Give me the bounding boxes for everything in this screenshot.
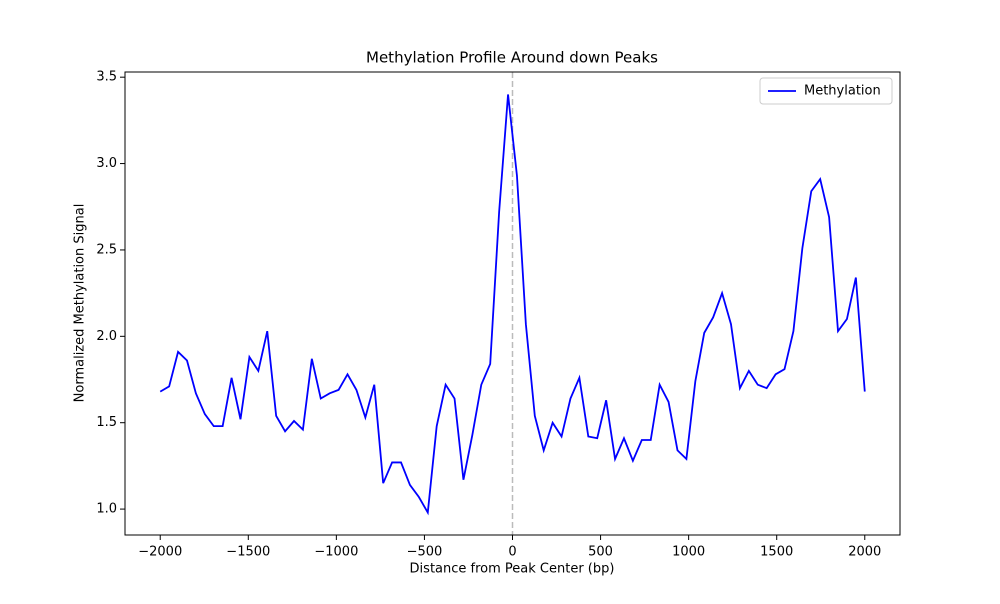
- y-tick-label: 3.0: [96, 156, 117, 171]
- y-tick-label: 2.0: [96, 329, 117, 344]
- legend-label: Methylation: [804, 84, 881, 99]
- chart-title: Methylation Profile Around down Peaks: [366, 49, 658, 67]
- y-tick-label: 1.5: [96, 415, 117, 430]
- y-tick-label: 3.5: [96, 70, 117, 85]
- x-axis-label: Distance from Peak Center (bp): [410, 562, 615, 577]
- x-tick-label: 2000: [848, 545, 881, 560]
- data-line: [159, 94, 866, 516]
- y-tick-label: 1.0: [96, 502, 117, 517]
- x-tick-label: −1500: [226, 545, 270, 560]
- x-tick-label: 0: [508, 545, 516, 560]
- x-tick-label: 500: [588, 545, 613, 560]
- legend-box: [759, 77, 893, 105]
- y-axis-label: Normalized Methylation Signal: [73, 204, 88, 403]
- plot-frame: [124, 71, 901, 536]
- x-tick-label: 1500: [760, 545, 793, 560]
- y-tick-label: 2.5: [96, 242, 117, 257]
- x-tick-label: −1000: [314, 545, 358, 560]
- x-tick-label: 1000: [672, 545, 705, 560]
- x-tick-label: −500: [407, 545, 443, 560]
- x-tick-label: −2000: [138, 545, 182, 560]
